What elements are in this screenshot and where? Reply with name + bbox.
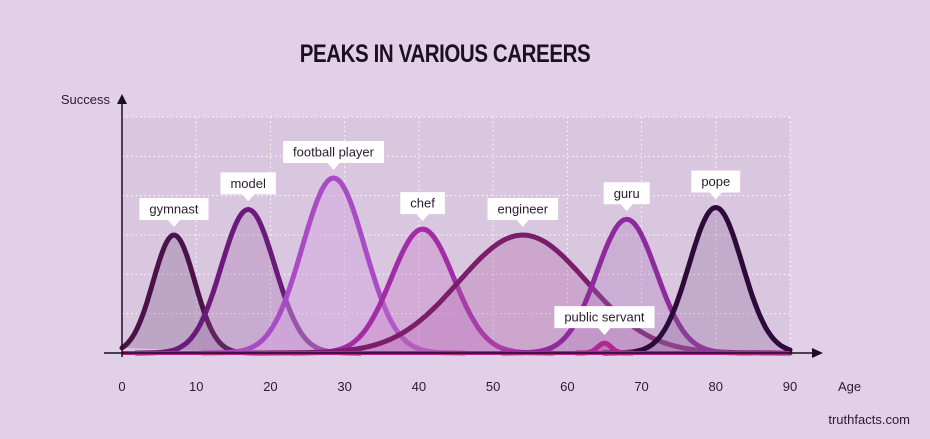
x-axis-label: Age <box>838 379 861 394</box>
x-tick-label: 10 <box>189 379 203 394</box>
series-label-box <box>487 198 559 227</box>
series-line-guru <box>499 216 754 356</box>
series-area-gymnast <box>122 235 262 353</box>
series-label-box <box>283 140 385 170</box>
x-tick-label: 70 <box>634 379 648 394</box>
series-area-guru <box>502 219 752 353</box>
series-label-box <box>139 198 209 227</box>
series-label-text: engineer <box>497 202 548 217</box>
credit-text: truthfacts.com <box>828 412 910 427</box>
x-tick-label: 20 <box>263 379 277 394</box>
series-label-text: public servant <box>564 310 645 325</box>
series-label-text: gymnast <box>149 202 199 217</box>
series-labels: gymnast model football player chef engineer g… <box>139 140 741 336</box>
series-label-public-servant: public servant <box>554 306 655 336</box>
x-tick-label: 40 <box>412 379 426 394</box>
series-label-engineer: engineer <box>487 198 559 227</box>
series-area-engineer <box>254 235 790 353</box>
series-label-box <box>691 170 741 200</box>
x-axis-arrow <box>812 348 823 358</box>
series-label-text: guru <box>614 186 640 201</box>
series-area-football-player <box>202 178 465 353</box>
series-label-box <box>220 172 276 202</box>
series-label-text: model <box>230 176 266 191</box>
axes: Success Age <box>61 92 861 394</box>
series-label-box <box>554 306 655 336</box>
series-area-model <box>136 209 361 353</box>
x-tick-label: 30 <box>337 379 351 394</box>
x-tick-label: 0 <box>118 379 125 394</box>
grid-lines <box>122 116 791 353</box>
series-label-text: chef <box>410 196 435 211</box>
series-label-box <box>400 192 445 222</box>
x-tick-label: 60 <box>560 379 574 394</box>
chart-title: PEAKS IN VARIOUS CAREERS <box>299 40 591 68</box>
series-label-gymnast: gymnast <box>139 198 209 227</box>
series-area-pope <box>603 207 790 353</box>
x-tick-labels: 0 10 20 30 40 50 60 70 80 90 <box>118 379 797 394</box>
series-label-box <box>603 182 650 212</box>
series-label-football-player: football player <box>283 140 385 170</box>
series-label-pope: pope <box>691 170 741 200</box>
series-line-football-player <box>200 175 467 356</box>
y-axis-label: Success <box>61 92 111 107</box>
x-tick-label: 80 <box>709 379 723 394</box>
series-label-text: football player <box>293 144 375 159</box>
y-axis-arrow <box>117 94 127 104</box>
series-area-chef <box>291 229 554 353</box>
series-label-model: model <box>220 172 276 202</box>
x-tick-label: 50 <box>486 379 500 394</box>
series-label-text: pope <box>701 174 730 189</box>
series-area-public-servant <box>576 343 633 353</box>
series-line-engineer <box>252 232 793 356</box>
x-tick-label: 90 <box>783 379 797 394</box>
series-label-chef: chef <box>400 192 445 222</box>
series-label-guru: guru <box>603 182 650 212</box>
